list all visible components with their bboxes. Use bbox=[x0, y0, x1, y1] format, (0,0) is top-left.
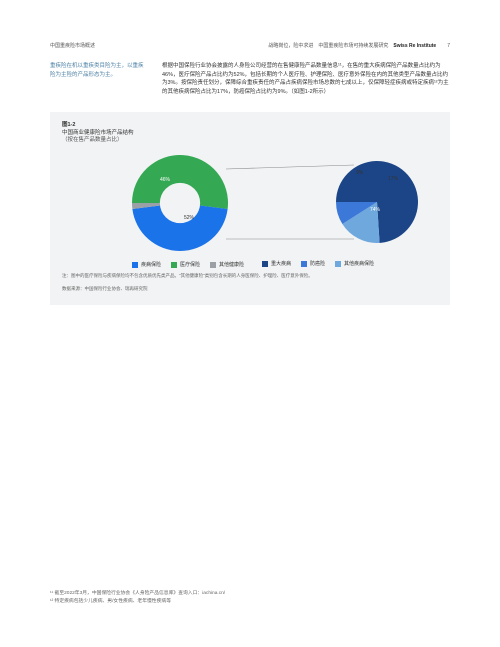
pie-svg bbox=[336, 161, 418, 243]
legend-item: 重大疾病 bbox=[262, 260, 291, 267]
legend-swatch bbox=[301, 261, 307, 267]
pie-pct-3: 9% bbox=[356, 170, 363, 176]
header-left: 中国重疾险市场概述 bbox=[50, 42, 95, 49]
footnotes: ¹¹ 截至2022年3月，中国保险行业协会《人身险产品信息库》查询入口：iach… bbox=[50, 590, 450, 607]
pie-pct-1: 74% bbox=[370, 207, 380, 213]
legend-swatch bbox=[262, 261, 268, 267]
intro-body: 根据中国保险行业协会披露的人身险公司经营的在售健康险产品数量信息¹¹，在售的重大… bbox=[162, 62, 450, 96]
legend-label: 其他疾病保险 bbox=[344, 260, 374, 267]
header-right: 战略岗位，险中求进 中国重疾险市场可持续发展研究 Swiss Re Instit… bbox=[268, 42, 450, 49]
legend-label: 医疗保险 bbox=[180, 261, 200, 268]
header-mid1: 战略岗位，险中求进 bbox=[268, 42, 313, 49]
pie-pct-2: 17% bbox=[388, 176, 398, 182]
donut-pct-1: 52% bbox=[184, 215, 194, 221]
header-mid2: 中国重疾险市场可持续发展研究 bbox=[318, 42, 388, 49]
page-header: 中国重疾险市场概述 战略岗位，险中求进 中国重疾险市场可持续发展研究 Swiss… bbox=[50, 42, 450, 49]
legend-label: 疾病保险 bbox=[141, 261, 161, 268]
legend-item: 防癌险 bbox=[301, 260, 325, 267]
legend-item: 其他疾病保险 bbox=[335, 260, 374, 267]
legend-pie: 重大疾病 防癌险 其他疾病保险 bbox=[62, 260, 438, 267]
legend-swatch bbox=[132, 262, 138, 268]
intro-section: 重疾险在机以重疾类目险为主，以重疾险为主险的产品形态为主。 根据中国保险行业协会… bbox=[50, 62, 450, 96]
legend-item: 其他健康险 bbox=[210, 261, 244, 268]
figure-subtitle: （按在售产品数量占比） bbox=[62, 137, 123, 143]
legend-swatch bbox=[171, 262, 177, 268]
pie-chart: 74% 17% 9% bbox=[336, 161, 418, 243]
donut-pct-2: 46% bbox=[160, 177, 170, 183]
figure-title-row: 图1-2 中国商业健康险市场产品结构 （按在售产品数量占比） bbox=[62, 122, 438, 145]
footnote-11: ¹¹ 截至2022年3月，中国保险行业协会《人身险产品信息库》查询入口：iach… bbox=[50, 590, 450, 598]
legend-label: 其他健康险 bbox=[219, 261, 244, 268]
legend-item: 疾病保险 bbox=[132, 261, 161, 268]
legend-swatch bbox=[335, 261, 341, 267]
donut-chart: 52% 46% bbox=[132, 155, 228, 251]
charts-area: 52% 46% 74% 17% 9% bbox=[62, 149, 438, 259]
intro-callout: 重疾险在机以重疾类目险为主，以重疾险为主险的产品形态为主。 bbox=[50, 62, 148, 96]
legend-label: 重大疾病 bbox=[271, 260, 291, 267]
figure-note-2: 数据来源：中国保险行业协会、瑞再研究院 bbox=[62, 286, 438, 293]
legend-item: 医疗保险 bbox=[171, 261, 200, 268]
legend-swatch bbox=[210, 262, 216, 268]
figure-number: 图1-2 bbox=[62, 122, 75, 128]
legend-label: 防癌险 bbox=[310, 260, 325, 267]
header-brand: Swiss Re Institute bbox=[393, 43, 436, 49]
donut-svg bbox=[132, 155, 228, 251]
figure-note-1: 注：图中的医疗保险与疾病保险均不包含优质优先类产品。"其他健康险"类别包含长期的… bbox=[62, 273, 438, 280]
figure-block: 图1-2 中国商业健康险市场产品结构 （按在售产品数量占比） 52% 46% 7… bbox=[50, 112, 450, 305]
figure-title: 中国商业健康险市场产品结构 bbox=[62, 130, 134, 136]
page-number: 7 bbox=[447, 43, 450, 49]
footnote-12: ¹² 特定疾病包括少儿疾病、男/女性疾病、老年慢性疾病等 bbox=[50, 598, 450, 606]
